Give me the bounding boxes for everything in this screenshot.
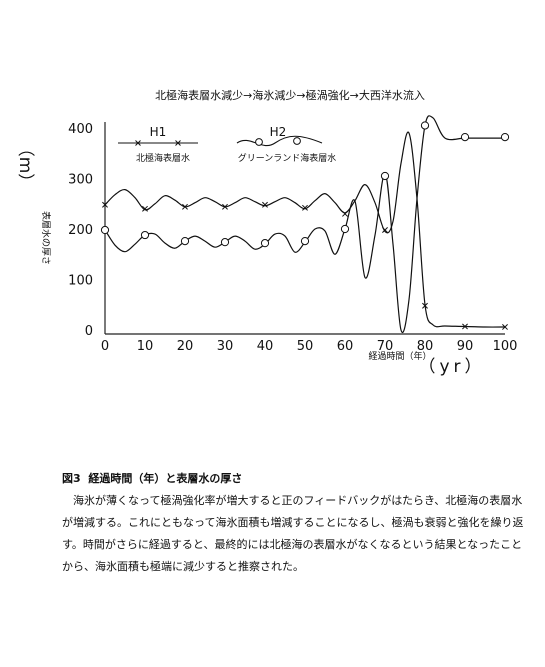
figure-caption-title: 経過時間（年）と表層水の厚さ [88,472,243,485]
x-tick-label: 60 [337,339,354,354]
series-h2-markers [100,121,510,248]
legend-h2-line [236,135,323,147]
x-axis-label: 経過時間（年） [368,350,431,362]
x-tick-label: 0 [101,339,109,354]
legend-h2-marker [255,138,263,146]
series-h1-point [342,210,348,217]
series-h2-point [380,171,390,181]
series-h1-markers [102,201,508,330]
x-tick-label: 40 [257,339,274,354]
series-h2-point [460,132,470,142]
svg-text:表層水の厚さ: 表層水の厚さ [40,211,52,265]
x-tick-label: 20 [177,339,194,354]
series-h2-point [100,225,110,235]
series-h2-point [260,239,270,248]
x-tick-labels: 0 10 20 30 40 50 60 70 80 90 100 [101,339,518,354]
legend: H1 北極海表層水 H2 グリーンランド海表層水 [118,125,336,164]
x-tick-label: 70 [377,339,394,354]
x-tick-label: 50 [297,339,314,354]
series-h2-point [420,121,430,130]
x-tick-label: 90 [457,339,474,354]
x-tick-label: 10 [137,339,154,354]
series-h1-point [382,227,388,233]
series-h1-point [422,302,428,309]
y-tick-label: 300 [68,173,93,188]
y-tick-label: 400 [68,122,93,137]
x-tick-label: 80 [417,339,434,354]
legend-h1-description: 北極海表層水 [136,152,190,164]
series-h1-point [462,323,468,330]
series-h2-point [500,132,510,142]
series-h1-point [102,201,108,208]
series-h1-point [142,205,148,212]
legend-h2-description: グリーンランド海表層水 [238,152,337,164]
y-tick-label: 200 [68,223,93,238]
legend-h2-marker [293,137,301,145]
series-h1-point [302,204,308,211]
series-h1-point [502,324,508,330]
y-tick-label: 100 [68,274,93,289]
series-h1-point [222,203,228,210]
legend-h1-marker [135,140,181,146]
x-axis-unit: （yr） [418,357,485,377]
body-paragraph: 海氷が薄くなって極渦強化率が増大すると正のフィードバックがはたらき、北極海の表層… [62,494,524,573]
series-h2-point [340,224,350,234]
y-axis-label: 表層水の厚さ [40,211,52,265]
x-tick-label: 100 [493,339,518,354]
series-h2-point [300,237,310,246]
y-tick-label: 0 [85,324,93,339]
series-h2-line [104,115,505,333]
chart-title: 北極海表層水減少→海氷減少→極渦強化→大西洋水流入 [155,88,425,102]
figure-caption: 図3 経過時間（年）と表層水の厚さ [62,470,242,486]
series-h2-point [220,238,230,247]
legend-h1-name: H1 [150,125,167,139]
figure-label: 図3 [62,472,81,485]
x-tick-label: 30 [217,339,234,354]
y-axis-unit: （m） [15,140,35,191]
series-h2-point [140,230,150,240]
legend-h2-name: H2 [270,125,287,139]
thickness-chart: 北極海表層水減少→海氷減少→極渦強化→大西洋水流入 （m） 表層水の厚さ 0 10… [15,88,518,377]
series-h1-point [182,203,188,210]
svg-text:（m）: （m） [15,140,35,191]
series-h2-point [180,237,190,246]
y-tick-labels: 0 100 200 300 400 [68,122,93,339]
series-h1-point [262,201,268,208]
